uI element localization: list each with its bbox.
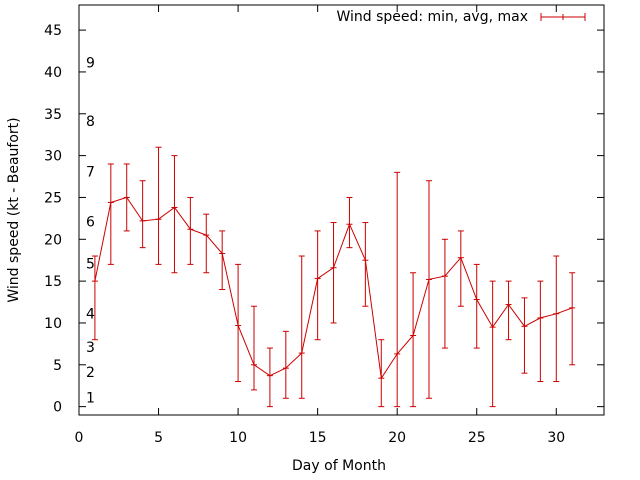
x-axis-label: Day of Month (292, 458, 386, 474)
legend: Wind speed: min, avg, max (336, 9, 586, 25)
beaufort-label: 6 (86, 215, 95, 231)
y-tick-label: 40 (44, 65, 62, 81)
y-tick-label: 35 (44, 107, 62, 123)
x-axis-ticks: 0 5 10 15 20 25 30 (75, 5, 565, 446)
y-axis-label: Wind speed (kt - Beaufort) (6, 117, 22, 302)
x-tick-label: 5 (154, 430, 163, 446)
beaufort-scale-labels: 1 2 3 4 5 6 7 8 9 (86, 56, 95, 407)
error-bars (91, 146, 576, 408)
beaufort-label: 4 (86, 307, 95, 323)
beaufort-label: 9 (86, 56, 95, 72)
x-tick-label: 15 (309, 430, 327, 446)
x-tick-label: 20 (388, 430, 406, 446)
x-tick-label: 30 (547, 430, 565, 446)
y-tick-label: 0 (53, 400, 62, 416)
y-tick-label: 15 (44, 274, 62, 290)
beaufort-label: 5 (86, 256, 95, 272)
beaufort-label: 7 (86, 164, 95, 180)
x-tick-label: 25 (468, 430, 486, 446)
x-tick-label: 10 (229, 430, 247, 446)
y-tick-label: 20 (44, 232, 62, 248)
avg-points (91, 196, 576, 379)
plot-frame (78, 4, 605, 416)
y-tick-label: 30 (44, 149, 62, 165)
y-tick-label: 25 (44, 190, 62, 206)
beaufort-label: 3 (86, 340, 95, 356)
y-tick-label: 45 (44, 23, 62, 39)
beaufort-label: 1 (86, 390, 95, 406)
beaufort-label: 2 (86, 365, 95, 381)
y-tick-label: 10 (44, 316, 62, 332)
beaufort-label: 8 (86, 114, 95, 130)
y-tick-label: 5 (53, 358, 62, 374)
x-tick-label: 0 (75, 430, 84, 446)
legend-label: Wind speed: min, avg, max (336, 9, 528, 25)
